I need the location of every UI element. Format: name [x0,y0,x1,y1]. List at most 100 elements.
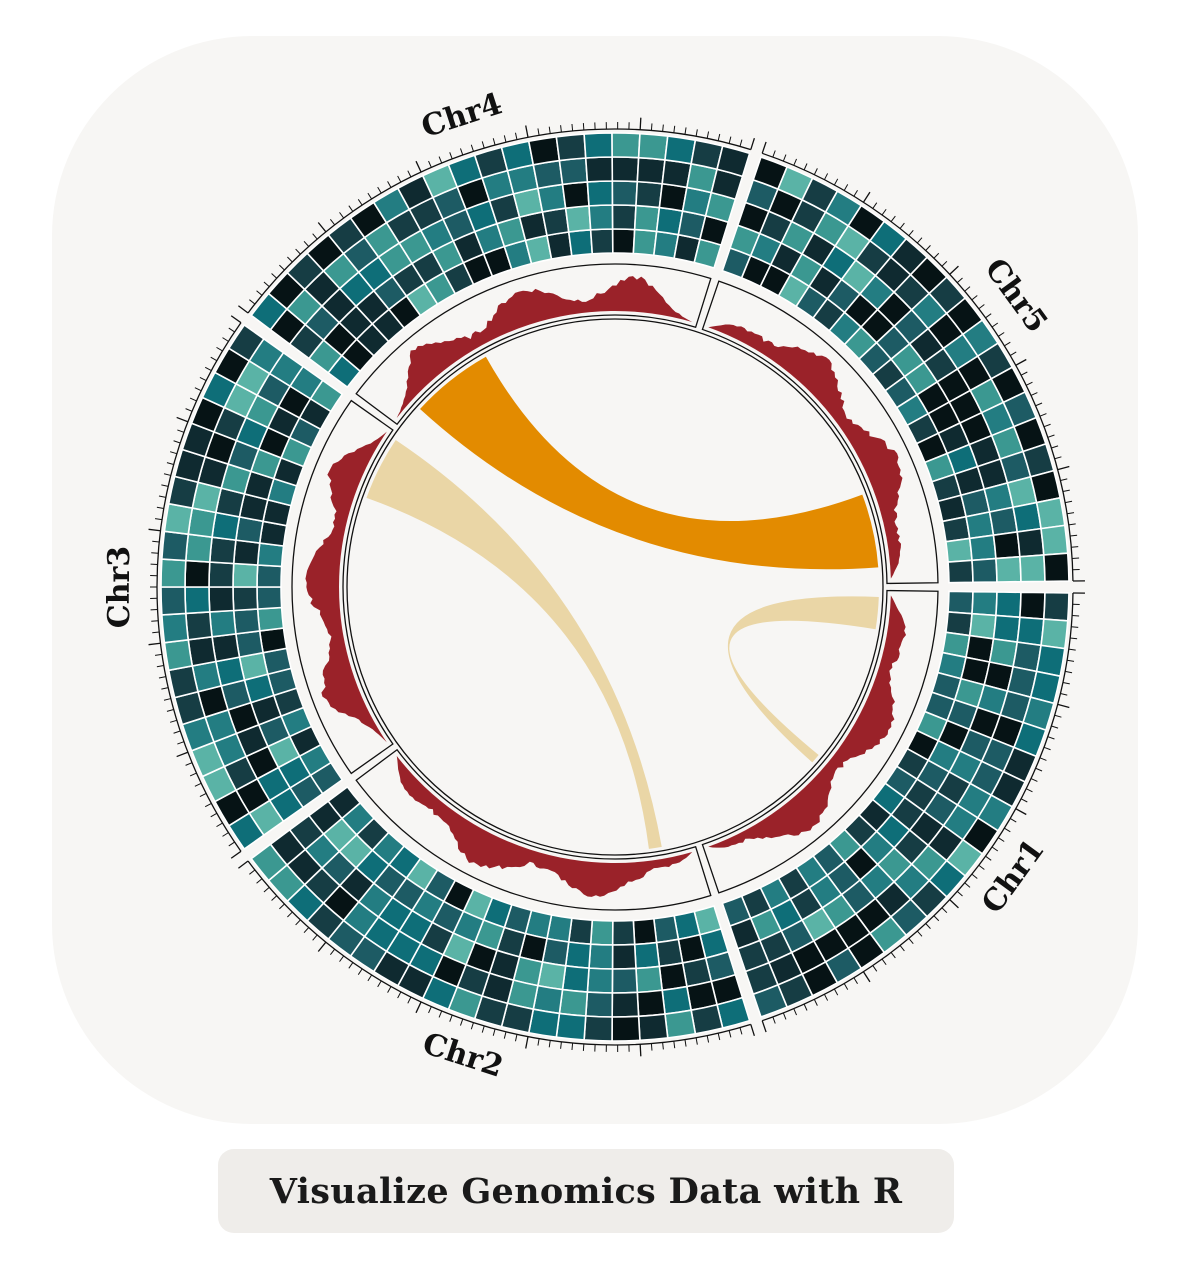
axis-tick [560,1041,562,1049]
axis-tick [176,416,189,423]
axis-tick [415,1001,422,1014]
axis-tick [152,631,160,634]
axis-tick [1020,798,1028,803]
plot-card: Chr1 Chr2 Chr3 Chr4 Chr5 [52,36,1138,1124]
area-frame-Chr3 [291,399,394,775]
axis-tick [803,163,808,171]
axis-tick [908,938,914,945]
axis-tick [210,356,218,362]
axis-tick [750,137,755,150]
axis-tick [407,170,412,178]
axis-tick [1025,381,1033,386]
heatmap-cell [256,564,283,588]
axis-tick [204,802,212,808]
heatmap-cell [589,228,614,255]
axis-tick [287,911,293,918]
heatmap-cell [555,1012,587,1041]
axis-tick [1039,757,1047,761]
heatmap-cell [611,156,640,183]
axis-tick [684,1039,687,1047]
heatmap-cell [250,843,289,882]
axis-tick [148,528,161,532]
axis-tick [151,620,159,622]
axis-tick [908,229,914,236]
heatmap-cell [208,609,237,638]
heatmap-cell [611,204,637,231]
axis-tick [761,1020,767,1033]
heatmap-cell [541,207,570,237]
axis-tick [397,175,402,183]
heatmap-cell [941,515,971,543]
heatmap-cell [637,1013,669,1042]
heatmap-cell [161,530,190,562]
axis-tick [492,138,496,146]
heatmap-cell [635,965,664,994]
axis-tick [706,131,710,139]
axis-tick [303,927,310,934]
heatmap-cell [995,555,1022,583]
axis-tick [978,304,985,310]
axis-tick [481,1025,485,1033]
axis-tick [949,899,959,909]
heatmap-cell [947,559,974,584]
heatmap-cell [184,611,213,641]
heatmap-cell [637,132,669,161]
axis-tick [514,132,518,140]
heatmap-cell [992,530,1021,560]
axis-tick [397,991,402,999]
axis-tick [916,930,923,937]
axis-tick [189,772,197,777]
axis-tick [1015,358,1027,366]
axis-tick [1043,746,1051,751]
heatmap-cell [208,586,235,613]
axis-tick [639,117,642,130]
axis-tick [357,968,363,975]
axis-tick [739,1027,743,1035]
heatmap-cell [611,180,639,207]
axis-tick [163,473,171,476]
heatmap-cell [256,586,283,610]
sector-label-chr3: Chr3 [102,546,137,628]
heatmap-cell [661,985,693,1015]
axis-tick [161,687,169,690]
axis-tick [312,934,318,941]
heatmap-cell [163,638,194,672]
heatmap-cell [208,536,237,565]
axis-tick [204,366,212,372]
heatmap-cell [1042,591,1070,622]
axis-tick [1047,434,1055,438]
axis-tick [1054,456,1062,460]
area-track [291,263,939,911]
heatmap-cell [564,205,592,233]
axis-tick [1070,637,1078,640]
heatmap-cell [163,502,194,536]
axis-tick [271,895,278,901]
axis-tick [449,152,453,160]
axis-tick [881,208,887,216]
axis-tick [1071,546,1079,548]
heatmap-cell [232,608,261,635]
axis-tick [256,290,263,296]
heatmap-cell [947,590,974,615]
axis-tick [684,127,687,135]
axis-tick [154,653,163,656]
area-series-Chr1 [708,595,907,848]
axis-tick [1009,351,1017,356]
axis-tick [228,327,235,333]
axis-tick [813,168,818,175]
axis-tick [154,518,163,521]
area-frame-Chr5 [701,280,939,585]
heatmap-track [160,132,1070,1042]
axis-tick [1057,703,1070,709]
axis-tick [1051,725,1059,729]
heatmap-cell [555,133,587,162]
axis-tick [933,915,940,922]
heatmap-cell [652,914,680,944]
axis-tick [1062,681,1070,685]
axis-tick [367,192,373,200]
axis-tick [1067,659,1075,662]
axis-arc-Chr1 [762,592,1074,1022]
axis-tick [803,1003,808,1011]
axis-tick [1051,445,1059,449]
area-series-Chr2 [396,755,693,897]
